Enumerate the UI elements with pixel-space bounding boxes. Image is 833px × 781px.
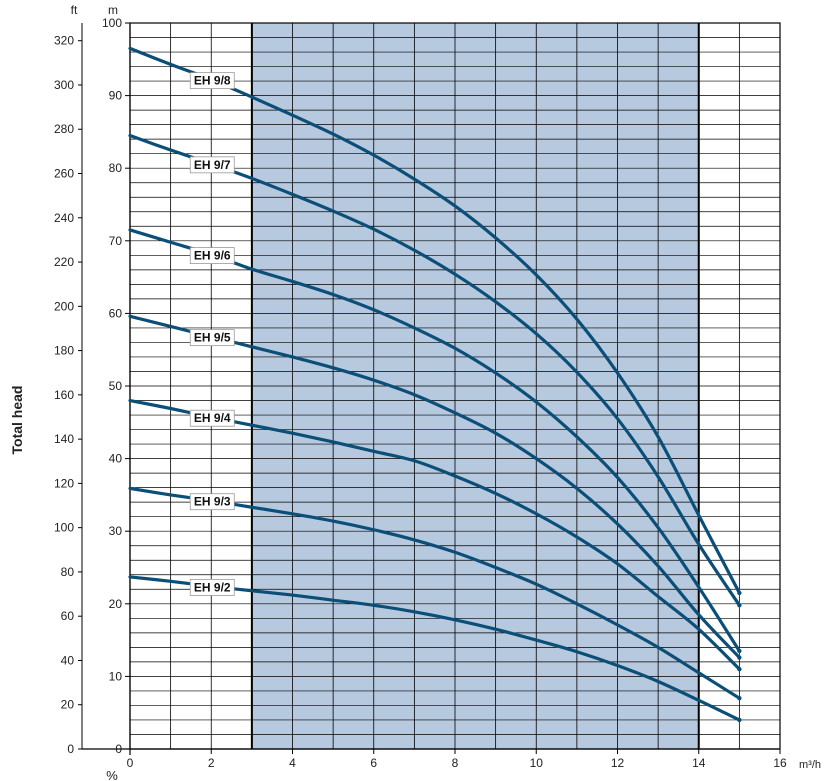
curve-label: EH 9/5 xyxy=(194,331,231,345)
curve-end-marker xyxy=(737,590,742,596)
ft-tick-label: 180 xyxy=(54,344,74,358)
m-tick-label: 40 xyxy=(109,452,123,466)
ft-tick-label: 40 xyxy=(61,653,75,667)
curve-labels: EH 9/8 EH 9/7 EH 9/6 EH 9/5 EH 9/4 EH 9/3 EH 9… xyxy=(189,72,235,596)
curve-label: EH 9/6 xyxy=(194,249,231,263)
x-tick-label: 8 xyxy=(452,756,459,770)
m-tick-label: 10 xyxy=(109,669,123,683)
curve-label: EH 9/7 xyxy=(194,158,231,172)
ft-tick-label: 120 xyxy=(54,476,74,490)
ft-tick-label: 60 xyxy=(61,609,75,623)
bottom-percent-label: % xyxy=(106,768,118,781)
m-tick-label: 30 xyxy=(109,524,123,538)
ft-tick-label: 260 xyxy=(54,167,74,181)
ft-tick-label: 100 xyxy=(54,521,74,535)
x-tick-label: 2 xyxy=(208,756,215,770)
ft-tick-label: 200 xyxy=(54,299,74,313)
curve-label-box xyxy=(189,72,235,90)
curve-label-box xyxy=(189,329,235,347)
ft-tick-label: 320 xyxy=(54,34,74,48)
axes xyxy=(81,23,780,755)
y-axis-title: Total head xyxy=(9,385,25,455)
curve-label-box xyxy=(189,493,235,511)
curve-end-marker xyxy=(737,603,742,608)
curve-label-box xyxy=(189,409,235,427)
ft-tick-label: 0 xyxy=(67,742,74,756)
y-unit-m-label: m xyxy=(108,3,118,17)
ft-tick-label: 240 xyxy=(54,211,74,225)
curve-label-box xyxy=(189,578,235,596)
m-tick-label: 20 xyxy=(109,597,123,611)
ft-tick-label: 20 xyxy=(61,698,75,712)
m-tick-label: 0 xyxy=(115,742,122,756)
curve-label: EH 9/2 xyxy=(194,580,231,594)
curve-end-marker xyxy=(737,655,742,660)
curve-label-box xyxy=(189,156,235,174)
curve-end-marker xyxy=(737,695,742,701)
x-tick-label: 16 xyxy=(773,756,787,770)
m-tick-label: 70 xyxy=(109,234,123,248)
curve-eh-9-8 xyxy=(128,46,741,595)
curve-label: EH 9/3 xyxy=(194,495,231,509)
m-tick-label: 60 xyxy=(109,306,123,320)
curve-end-marker xyxy=(737,648,742,654)
x-tick-label: 6 xyxy=(370,756,377,770)
y-unit-ft-label: ft xyxy=(71,3,78,17)
m-tick-label: 80 xyxy=(109,161,123,175)
x-tick-label: 14 xyxy=(692,756,706,770)
m-tick-label: 90 xyxy=(109,89,123,103)
curve-label: EH 9/8 xyxy=(194,74,231,88)
curve-label: EH 9/4 xyxy=(194,411,231,425)
m-tick-label: 100 xyxy=(102,16,122,30)
x-tick-label: 12 xyxy=(611,756,625,770)
x-tick-label: 0 xyxy=(127,756,134,770)
x-tick-label: 10 xyxy=(530,756,544,770)
tick-labels: 0204060801001201401601802002202402602803… xyxy=(54,16,787,770)
m-tick-label: 50 xyxy=(109,379,123,393)
ft-tick-label: 140 xyxy=(54,432,74,446)
ft-tick-label: 300 xyxy=(54,78,74,92)
x-unit-label: m³/h xyxy=(799,759,821,771)
curve-end-marker xyxy=(737,666,742,672)
ft-tick-label: 280 xyxy=(54,122,74,136)
ft-tick-label: 160 xyxy=(54,388,74,402)
curve-label-box xyxy=(189,247,235,264)
ft-tick-label: 80 xyxy=(61,565,75,579)
ft-tick-label: 220 xyxy=(54,255,74,269)
curve-end-marker xyxy=(737,717,742,723)
x-tick-label: 4 xyxy=(289,756,296,770)
